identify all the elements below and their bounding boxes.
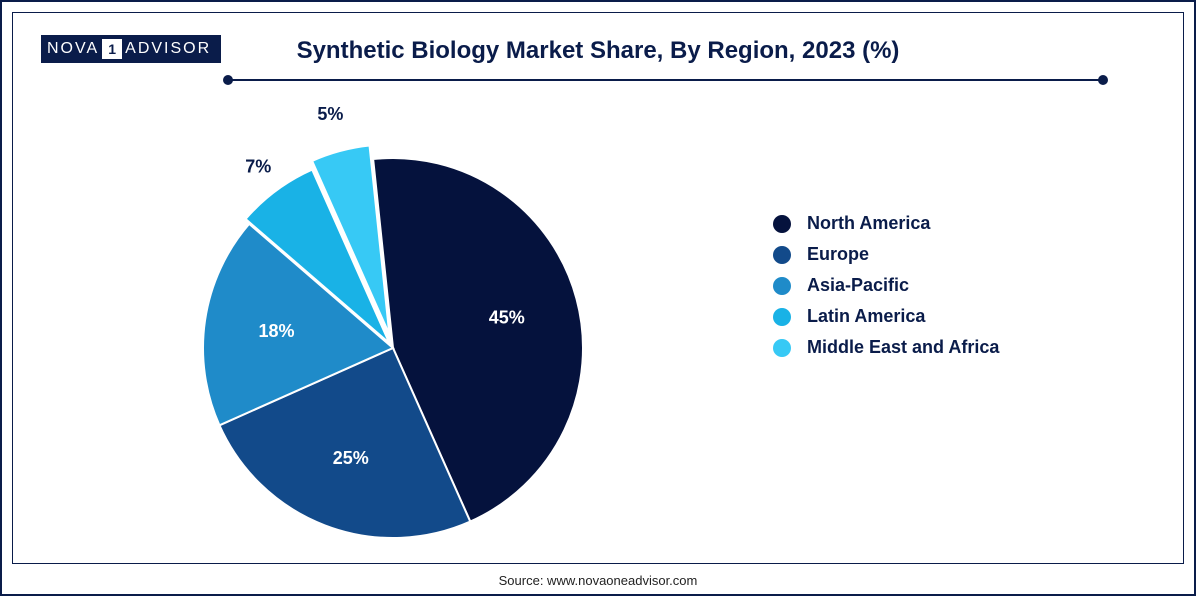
legend-label: Latin America	[807, 306, 925, 327]
inner-frame: NOVA 1 ADVISOR Synthetic Biology Market …	[12, 12, 1184, 564]
legend-item: Latin America	[773, 306, 999, 327]
title-rule	[228, 79, 1103, 81]
legend-label: Europe	[807, 244, 869, 265]
legend-item: Middle East and Africa	[773, 337, 999, 358]
legend-item: North America	[773, 213, 999, 234]
pie-slice-label: 45%	[489, 308, 525, 328]
pie-svg: 45% 25% 18% 7% 5%	[143, 98, 643, 558]
legend-swatch	[773, 277, 791, 295]
legend-swatch	[773, 246, 791, 264]
legend-label: North America	[807, 213, 930, 234]
legend-item: Europe	[773, 244, 999, 265]
pie-slice-label: 5%	[317, 104, 343, 124]
legend-swatch	[773, 308, 791, 326]
outer-frame: NOVA 1 ADVISOR Synthetic Biology Market …	[0, 0, 1196, 596]
legend-label: Middle East and Africa	[807, 337, 999, 358]
legend: North America Europe Asia-Pacific Latin Ame…	[773, 203, 999, 368]
chart-title: Synthetic Biology Market Share, By Regio…	[13, 37, 1183, 65]
source-line: Source: www.novaoneadvisor.com	[2, 573, 1194, 588]
legend-label: Asia-Pacific	[807, 275, 909, 296]
pie-slice-label: 25%	[333, 448, 369, 468]
pie-slice-label: 18%	[258, 321, 294, 341]
pie-slice-label: 7%	[245, 157, 271, 177]
legend-swatch	[773, 339, 791, 357]
legend-item: Asia-Pacific	[773, 275, 999, 296]
pie-chart: 45% 25% 18% 7% 5%	[143, 98, 643, 558]
legend-swatch	[773, 215, 791, 233]
